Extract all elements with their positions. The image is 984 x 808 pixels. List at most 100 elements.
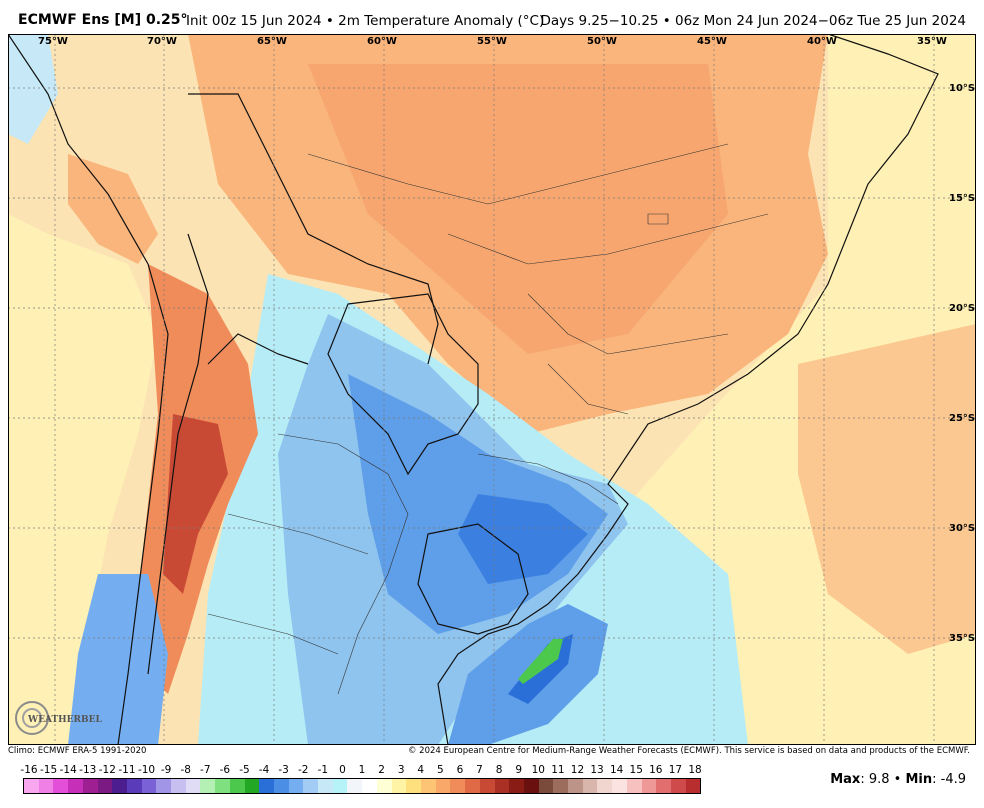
lon-label: 65°W	[257, 36, 287, 47]
logo-text: WEATHERBELL	[27, 715, 102, 725]
colorbar-tick-label: -7	[200, 764, 211, 776]
pacific-warm-region	[8, 214, 158, 745]
colorbar-tick-label: 9	[515, 764, 523, 776]
colorbar-tick-label: -13	[79, 764, 97, 776]
colorbar-swatch	[568, 779, 583, 793]
lon-label: 50°W	[587, 36, 617, 47]
product-title: ECMWF Ens [M] 0.25°	[18, 12, 188, 28]
colorbar-swatch	[656, 779, 671, 793]
ecuador-cool-patch	[8, 34, 58, 144]
colorbar-swatch	[420, 779, 436, 793]
colorbar-tick-label: 2	[378, 764, 385, 776]
colorbar-swatch	[597, 779, 613, 793]
colorbar-swatch	[303, 779, 319, 793]
max-min-stats: Max: 9.8 • Min: -4.9	[830, 772, 966, 787]
paraguay-outline	[327, 293, 479, 476]
colorbar-swatch	[391, 779, 407, 793]
header: ECMWF Ens [M] 0.25° Init 00z 15 Jun 2024…	[0, 0, 984, 34]
colorbar-swatch	[612, 779, 627, 793]
colorbar-tick-label: 16	[649, 764, 663, 776]
colorbar-swatch	[24, 779, 39, 793]
colorbar-tick-label: -9	[160, 764, 172, 776]
colorbar-swatch	[229, 779, 245, 793]
state-border-line	[477, 453, 619, 505]
colorbar-tick-label: 14	[609, 764, 624, 776]
graticule	[8, 34, 976, 745]
chile-argentina-border	[147, 233, 209, 675]
province-border-line	[277, 433, 409, 695]
colorbar-tick-label: 18	[688, 764, 702, 776]
colorbar-tick-label: 17	[668, 764, 683, 776]
colorbar-swatch	[553, 779, 569, 793]
max-value: : 9.8 •	[860, 772, 902, 787]
map-canvas: 75°W 70°W 65°W 60°W 55°W 50°W 45°W 40°W …	[8, 34, 976, 745]
colorbar-tick-label: -16	[20, 764, 38, 776]
colorbar-tick-label: -14	[59, 764, 77, 776]
logo-swirl-inner-icon	[22, 708, 42, 728]
colorbar-tick-label: 15	[629, 764, 643, 776]
colorbar-tick-label: 11	[551, 764, 565, 776]
uruguay-outline	[417, 523, 529, 635]
colorbar-swatch	[273, 779, 289, 793]
state-border-line	[447, 213, 769, 265]
patagonia-cool-region	[68, 574, 168, 745]
colorbar-tick-label: -1	[317, 764, 329, 776]
colorbar-swatch	[68, 779, 83, 793]
colorbar-swatch	[141, 779, 157, 793]
colorbar-swatch	[126, 779, 142, 793]
colorbar-swatch	[244, 779, 260, 793]
colorbar-swatch	[171, 779, 186, 793]
colorbar-tick-label: -8	[180, 764, 191, 776]
colorbar-tick-label: -12	[98, 764, 116, 776]
province-border-line	[207, 613, 339, 655]
brazil-core-warm-region	[308, 64, 728, 354]
colorbar-tick-label: 8	[495, 764, 503, 776]
colorbar-tick-label: 5	[437, 764, 444, 776]
lat-label: 30°S	[949, 523, 975, 534]
lon-label: 45°W	[697, 36, 727, 47]
colorbar-swatch	[347, 779, 363, 793]
lon-label: 35°W	[917, 36, 947, 47]
lat-label: 15°S	[949, 193, 975, 204]
colorbar-swatch	[53, 779, 69, 793]
colorbar-swatch	[582, 779, 598, 793]
northwest-mixed-region	[8, 34, 208, 264]
colorbar-tick-label: 6	[456, 764, 464, 776]
colorbar-swatches	[23, 778, 701, 794]
colorbar-swatch	[376, 779, 392, 793]
colorbar-swatch	[538, 779, 554, 793]
federal-district-outline	[647, 213, 669, 225]
colorbar-swatch	[362, 779, 377, 793]
valid-time-title: Days 9.25−10.25 • 06z Mon 24 Jun 2024−06…	[540, 13, 967, 29]
colorbar-swatch	[685, 779, 701, 793]
init-and-variable-title: Init 00z 15 Jun 2024 • 2m Temperature An…	[186, 13, 545, 29]
colorbar-swatch	[435, 779, 451, 793]
colorbar-tick-label: 13	[590, 764, 604, 776]
colorbar-tick-label: -5	[239, 764, 250, 776]
colorbar-tick-label: 0	[339, 764, 346, 776]
colorbar-swatch	[215, 779, 230, 793]
colorbar-swatch	[479, 779, 495, 793]
longitude-labels: 75°W 70°W 65°W 60°W 55°W 50°W 45°W 40°W …	[38, 36, 947, 47]
colorbar-swatch	[38, 779, 54, 793]
colorbar-tick-label: -3	[278, 764, 289, 776]
lon-label: 40°W	[807, 36, 837, 47]
logo-swirl-icon	[15, 701, 49, 735]
state-border-line	[307, 143, 729, 205]
state-border-line	[527, 293, 729, 355]
colorbar: -16 -15 -14 -13 -12 -11 -10 -9 -8 -7 -6 -5 -4 -3 -2 -1 0…	[20, 764, 702, 794]
colorbar-swatch	[406, 779, 421, 793]
state-borders	[207, 143, 769, 695]
colorbar-swatch	[259, 779, 274, 793]
colorbar-tick-label: -11	[118, 764, 136, 776]
colorbar-swatch	[450, 779, 466, 793]
latitude-labels: 10°S 15°S 20°S 25°S 30°S 35°S	[949, 83, 975, 644]
lon-label: 75°W	[38, 36, 68, 47]
colorbar-swatch	[97, 779, 113, 793]
lat-label: 20°S	[949, 303, 975, 314]
colorbar-swatch	[332, 779, 348, 793]
colorbar-tick-label: 3	[397, 764, 405, 776]
colorbar-tick-label: 12	[570, 764, 585, 776]
lat-label: 25°S	[949, 413, 975, 424]
temperature-anomaly-map[interactable]: 75°W 70°W 65°W 60°W 55°W 50°W 45°W 40°W …	[8, 34, 976, 745]
